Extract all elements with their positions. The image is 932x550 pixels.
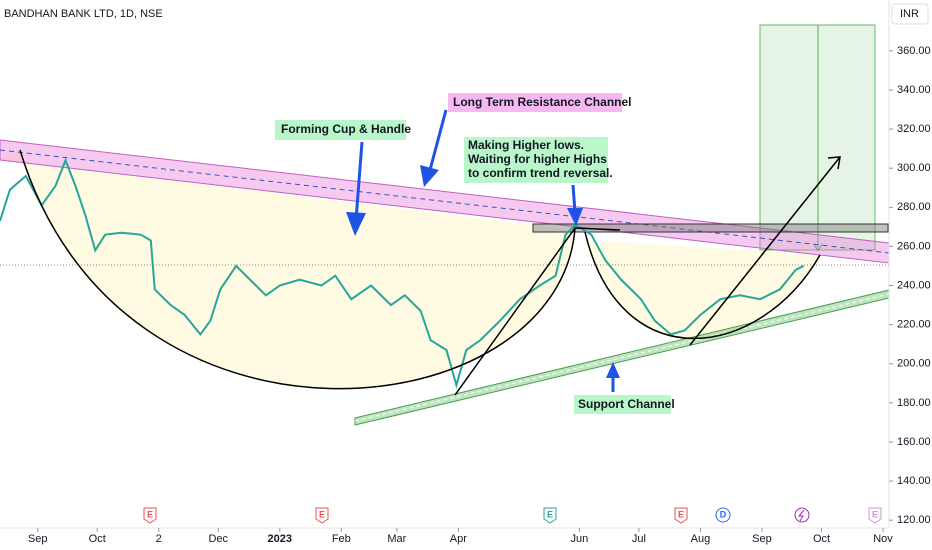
trend-line bbox=[454, 227, 621, 396]
target-arrow bbox=[813, 243, 823, 253]
event-icon bbox=[674, 507, 688, 524]
handle-fill bbox=[585, 232, 820, 339]
event-label: E bbox=[147, 509, 153, 519]
currency-box[interactable] bbox=[891, 3, 929, 25]
x-tick-label: Sep bbox=[752, 533, 772, 545]
event-label: E bbox=[319, 509, 325, 519]
support-label: Support Channel bbox=[578, 397, 675, 411]
x-tick-label: Aug bbox=[691, 533, 711, 545]
event-label: E bbox=[678, 509, 684, 519]
handle-curve bbox=[584, 231, 821, 339]
event-icon bbox=[797, 509, 805, 522]
currency: INR bbox=[900, 8, 919, 20]
event-label: E bbox=[547, 509, 553, 519]
cup-label: Forming Cup & Handle bbox=[281, 122, 411, 136]
cup-curve bbox=[19, 149, 576, 390]
event-icon bbox=[315, 507, 329, 524]
cup-label-box bbox=[275, 120, 406, 140]
y-tick-label: 300.00 bbox=[897, 162, 931, 174]
x-tick-label: Apr bbox=[450, 533, 467, 545]
note-line: Making Higher lows. bbox=[468, 138, 584, 152]
y-tick-label: 160.00 bbox=[897, 436, 931, 448]
x-tick-label: 2 bbox=[156, 533, 162, 545]
event-icon bbox=[543, 507, 557, 524]
x-tick-label: Oct bbox=[813, 533, 830, 545]
y-tick-label: 140.00 bbox=[897, 475, 931, 487]
x-tick-label: 2023 bbox=[268, 533, 292, 545]
resistance-label: Long Term Resistance Channel bbox=[453, 95, 631, 109]
y-tick-label: 320.00 bbox=[897, 123, 931, 135]
support-label-box bbox=[574, 395, 671, 414]
event-icon bbox=[794, 507, 810, 523]
y-tick-label: 200.00 bbox=[897, 358, 931, 370]
y-tick-label: 260.00 bbox=[897, 240, 931, 252]
y-tick-label: 360.00 bbox=[897, 45, 931, 57]
pointer-arrows bbox=[346, 109, 620, 392]
note-line: Waiting for higher Highs bbox=[468, 152, 607, 166]
projection-arrow bbox=[689, 156, 841, 346]
y-tick-label: 120.00 bbox=[897, 514, 931, 526]
y-tick-label: 340.00 bbox=[897, 84, 931, 96]
x-tick-label: Jul bbox=[632, 533, 646, 545]
event-label: E bbox=[872, 509, 878, 519]
y-tick-label: 280.00 bbox=[897, 201, 931, 213]
note-box bbox=[464, 137, 608, 183]
resistance-zone bbox=[532, 223, 889, 233]
x-tick-label: Jun bbox=[571, 533, 589, 545]
event-icon bbox=[715, 507, 731, 523]
support-mid bbox=[354, 293, 890, 422]
event-label: D bbox=[720, 509, 727, 519]
x-tick-label: Feb bbox=[332, 533, 351, 545]
event-icon bbox=[868, 507, 882, 524]
x-tick-label: Oct bbox=[89, 533, 106, 545]
x-tick-label: Nov bbox=[873, 533, 893, 545]
y-tick-label: 220.00 bbox=[897, 319, 931, 331]
x-tick-label: Mar bbox=[387, 533, 406, 545]
note-line: to confirm trend reversal. bbox=[468, 166, 613, 180]
x-tick-label: Sep bbox=[28, 533, 48, 545]
resistance-label-box bbox=[448, 93, 622, 112]
event-icon bbox=[143, 507, 157, 524]
chart-title: BANDHAN BANK LTD, 1D, NSE bbox=[4, 8, 163, 20]
y-tick-label: 180.00 bbox=[897, 397, 931, 409]
y-tick-label: 240.00 bbox=[897, 279, 931, 291]
x-tick-label: Dec bbox=[208, 533, 228, 545]
cup-fill bbox=[0, 150, 575, 389]
price-plot bbox=[0, 157, 805, 389]
price-line bbox=[0, 157, 805, 389]
